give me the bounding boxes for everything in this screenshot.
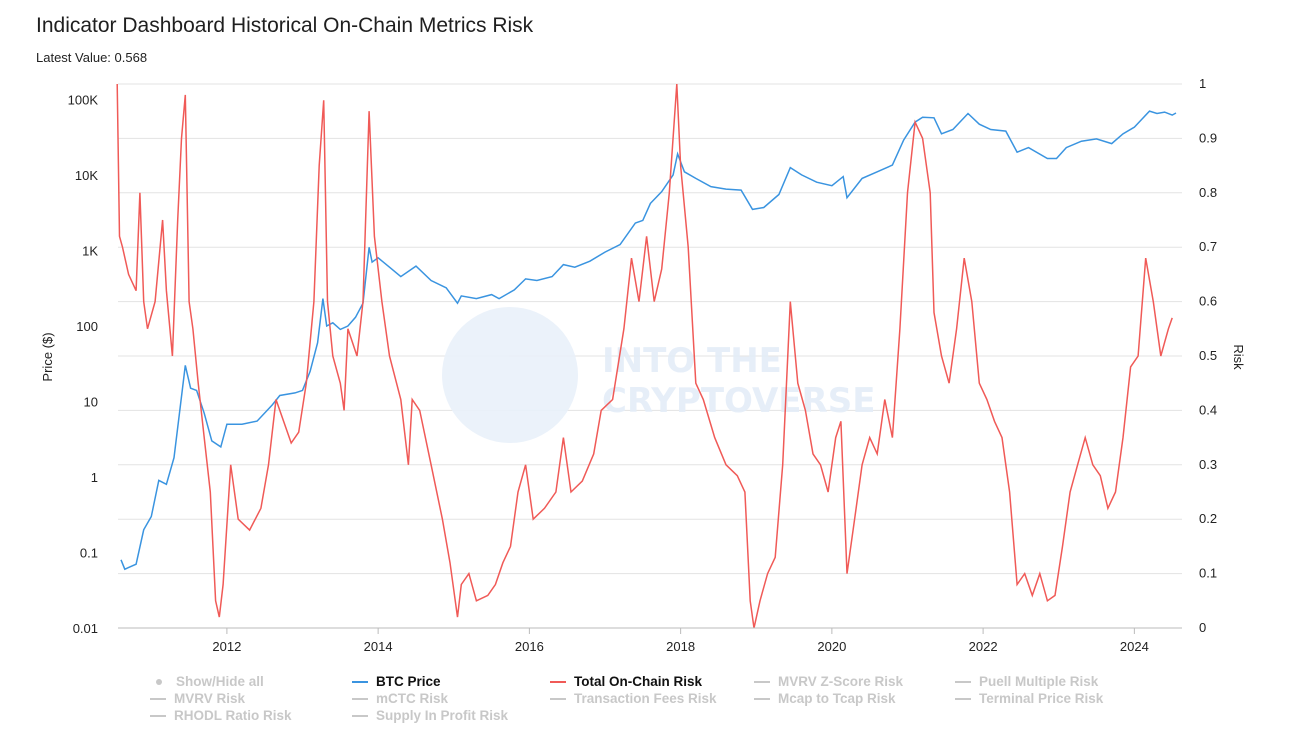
legend-label: Total On-Chain Risk [574, 674, 703, 689]
series-swatch-icon [754, 697, 770, 700]
bullet-icon [156, 678, 162, 685]
series-swatch-icon [550, 697, 566, 700]
legend-item-transaction-fees-risk[interactable]: Transaction Fees Risk [550, 691, 717, 706]
legend-show-hide-all-label: Show/Hide all [176, 674, 264, 689]
x-tick-label: 2016 [515, 639, 544, 654]
legend-item-btc-price[interactable]: BTC Price [352, 674, 441, 689]
legend-label: Supply In Profit Risk [376, 708, 509, 723]
left-tick-label: 1K [82, 243, 98, 258]
series-total-onchain-risk-line [116, 83, 1173, 629]
legend-label: Terminal Price Risk [979, 691, 1104, 706]
left-tick-label: 100K [68, 92, 99, 107]
left-tick-label: 1 [91, 470, 98, 485]
left-tick-label: 10K [75, 168, 98, 183]
legend-item-mctc-risk[interactable]: mCTC Risk [352, 691, 448, 706]
right-tick-label: 0.3 [1199, 457, 1217, 472]
right-tick-label: 0.2 [1199, 511, 1217, 526]
legend-label: Puell Multiple Risk [979, 674, 1099, 689]
right-tick-label: 1 [1199, 76, 1206, 91]
left-tick-label: 0.1 [80, 545, 98, 560]
legend-item-total-onchain-risk[interactable]: Total On-Chain Risk [550, 674, 702, 689]
x-tick-label: 2014 [364, 639, 393, 654]
legend-item-mvrv-zscore-risk[interactable]: MVRV Z-Score Risk [754, 674, 903, 689]
legend-show-hide-all[interactable]: Show/Hide all [150, 674, 264, 689]
left-tick-label: 100 [76, 319, 98, 334]
legend-row-3: RHODL Ratio Risk Supply In Profit Risk [150, 708, 1150, 725]
legend-item-mvrv-risk[interactable]: MVRV Risk [150, 691, 245, 706]
watermark: INTO THE CRYPTOVERSE [442, 307, 875, 443]
series-swatch-icon [754, 680, 770, 683]
legend-label: BTC Price [376, 674, 441, 689]
watermark-line1: INTO THE [602, 341, 782, 381]
legend-label: MVRV Z-Score Risk [778, 674, 904, 689]
right-tick-label: 0.5 [1199, 348, 1217, 363]
series-swatch-icon [150, 714, 166, 717]
series-swatch-icon [550, 680, 566, 683]
watermark-logo [442, 307, 578, 443]
x-tick-label: 2012 [212, 639, 241, 654]
right-tick-label: 0.1 [1199, 566, 1217, 581]
left-axis-title: Price ($) [40, 332, 55, 381]
right-tick-label: 0.8 [1199, 185, 1217, 200]
legend-row-2: MVRV Risk mCTC Risk Transaction Fees Ris… [150, 691, 1150, 708]
series-swatch-icon [955, 697, 971, 700]
right-tick-label: 0.4 [1199, 402, 1217, 417]
left-tick-label: 0.01 [73, 621, 98, 636]
legend-item-supply-in-profit-risk[interactable]: Supply In Profit Risk [352, 708, 508, 723]
legend-item-puell-multiple-risk[interactable]: Puell Multiple Risk [955, 674, 1098, 689]
series-swatch-icon [955, 680, 971, 683]
series-swatch-icon [352, 714, 368, 717]
right-tick-label: 0.7 [1199, 239, 1217, 254]
series-swatch-icon [150, 697, 166, 700]
x-tick-label: 2024 [1120, 639, 1149, 654]
legend: Show/Hide all BTC Price Total On-Chain R… [150, 674, 1150, 725]
right-axis-ticks: 0 0.1 0.2 0.3 0.4 0.5 0.6 0.7 0.8 0.9 1 [1199, 76, 1217, 635]
legend-item-terminal-price-risk[interactable]: Terminal Price Risk [955, 691, 1103, 706]
legend-label: MVRV Risk [174, 691, 246, 706]
series-btc-price-line [120, 110, 1177, 571]
legend-item-rhodl-ratio-risk[interactable]: RHODL Ratio Risk [150, 708, 292, 723]
legend-row-1: Show/Hide all BTC Price Total On-Chain R… [150, 674, 1150, 691]
right-tick-label: 0 [1199, 620, 1206, 635]
x-tick-label: 2022 [969, 639, 998, 654]
right-tick-label: 0.9 [1199, 130, 1217, 145]
watermark-line2: CRYPTOVERSE [602, 381, 875, 421]
series-swatch-icon [352, 680, 368, 683]
latest-value-label: Latest Value: 0.568 [36, 50, 148, 65]
left-tick-label: 10 [84, 394, 98, 409]
right-tick-label: 0.6 [1199, 294, 1217, 309]
x-tick-label: 2020 [817, 639, 846, 654]
series-swatch-icon [352, 697, 368, 700]
page-title: Indicator Dashboard Historical On-Chain … [36, 14, 534, 37]
left-axis-ticks: 0.01 0.1 1 10 100 1K 10K 100K [68, 92, 99, 636]
chart-svg: INTO THE CRYPTOVERSE 0.010.11101001K10K1… [40, 76, 1246, 654]
legend-item-mcap-to-tcap-risk[interactable]: Mcap to Tcap Risk [754, 691, 896, 706]
right-axis-title: Risk [1231, 344, 1246, 370]
gridlines [118, 83, 1182, 629]
legend-label: RHODL Ratio Risk [174, 708, 292, 723]
legend-label: Mcap to Tcap Risk [778, 691, 896, 706]
legend-label: mCTC Risk [376, 691, 449, 706]
x-tick-label: 2018 [666, 639, 695, 654]
legend-label: Transaction Fees Risk [574, 691, 717, 706]
x-axis-ticks: 2012 2014 2016 2018 2020 2022 2024 [212, 628, 1149, 654]
